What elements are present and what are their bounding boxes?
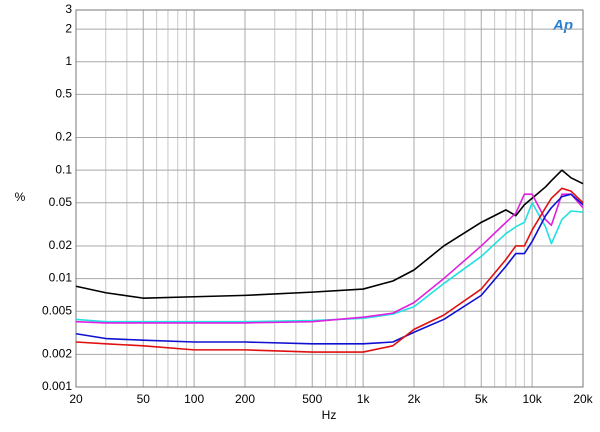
x-tick-label: 500: [302, 392, 322, 406]
y-tick-label: 3: [65, 2, 72, 16]
x-axis-label: Hz: [322, 408, 337, 422]
logo: Ap: [552, 17, 573, 34]
x-tick-label: 50: [137, 392, 151, 406]
y-tick-label: 0.05: [49, 195, 73, 209]
series-line: [75, 187, 584, 353]
plot-frame: [75, 9, 584, 388]
y-tick-label: 0.001: [42, 379, 72, 393]
x-tick-label: 20k: [573, 392, 593, 406]
y-tick-label: 0.02: [49, 238, 73, 252]
series-line: [75, 193, 584, 345]
y-tick-label: 0.002: [42, 347, 72, 361]
x-tick-label: 200: [235, 392, 255, 406]
x-tick-label: 20: [69, 392, 83, 406]
x-tick-label: 100: [184, 392, 204, 406]
series-line: [75, 169, 584, 299]
y-tick-label: 2: [65, 21, 72, 35]
y-tick-label: 0.5: [55, 87, 72, 101]
x-tick-label: 10k: [522, 392, 542, 406]
x-tick-label: 2k: [408, 392, 422, 406]
series-line: [75, 193, 584, 324]
y-tick-label: 0.005: [42, 303, 72, 317]
y-tick-label: 0.1: [55, 162, 72, 176]
x-tick-label: 5k: [475, 392, 489, 406]
x-tick-label: 1k: [357, 392, 371, 406]
y-tick-label: 1: [65, 54, 72, 68]
series-line: [75, 201, 584, 323]
y-tick-label: 0.2: [55, 130, 72, 144]
y-tick-label: 0.01: [49, 271, 73, 285]
y-axis-label: %: [15, 190, 26, 204]
